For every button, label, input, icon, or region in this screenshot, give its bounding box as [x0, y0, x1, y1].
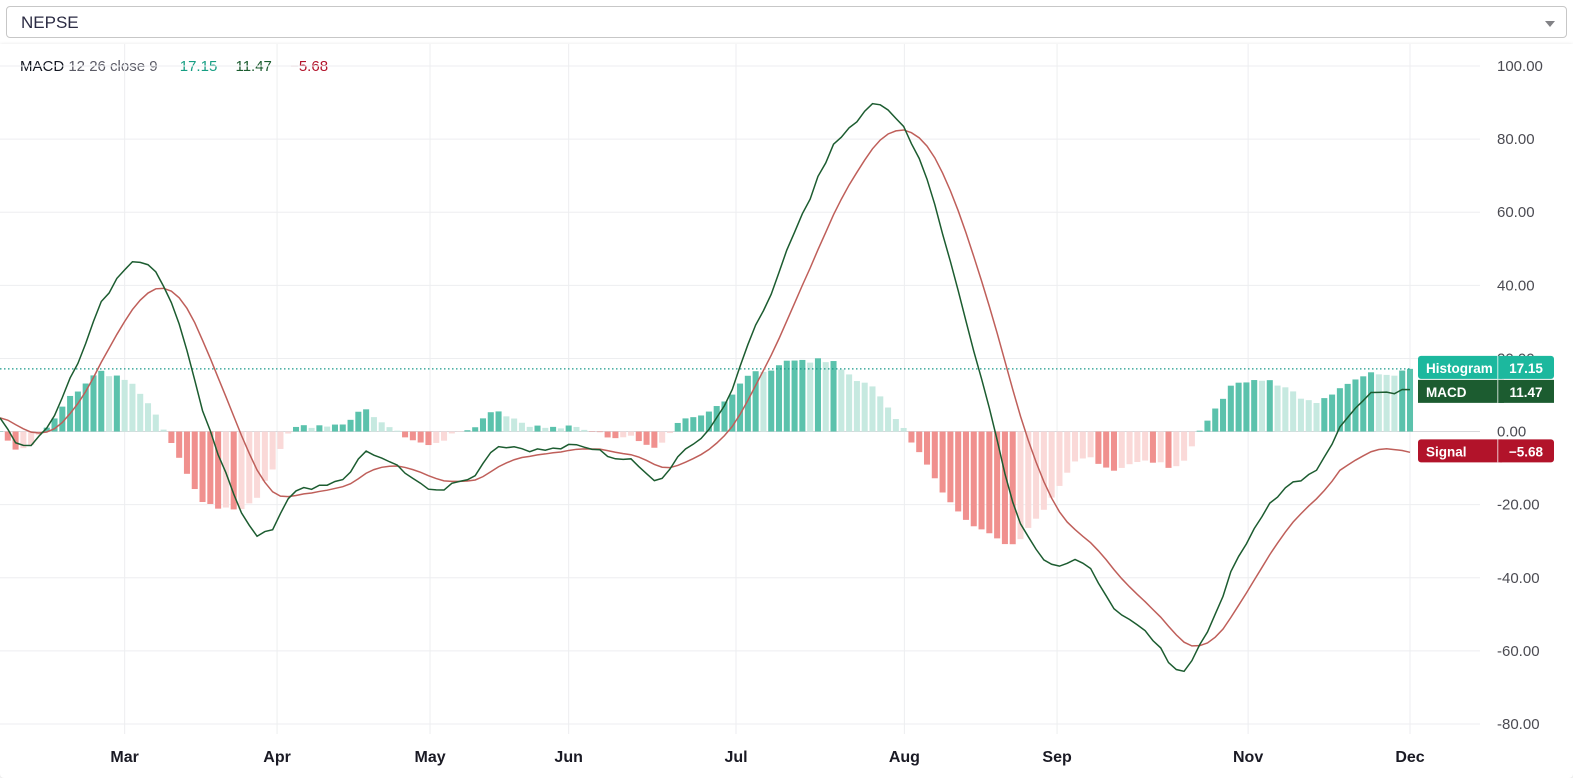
svg-text:Dec: Dec [1395, 749, 1424, 766]
svg-text:80.00: 80.00 [1497, 131, 1535, 148]
svg-text:Apr: Apr [263, 749, 291, 766]
svg-text:May: May [414, 749, 445, 766]
svg-text:100.00: 100.00 [1497, 58, 1543, 75]
svg-text:0.00: 0.00 [1497, 424, 1526, 441]
svg-text:Sep: Sep [1042, 749, 1072, 766]
svg-text:-20.00: -20.00 [1497, 497, 1540, 514]
svg-text:-80.00: -80.00 [1497, 716, 1540, 733]
svg-text:11.47: 11.47 [1509, 385, 1542, 400]
svg-text:−5.68: −5.68 [1509, 444, 1544, 459]
svg-text:-40.00: -40.00 [1497, 570, 1540, 587]
svg-text:Jun: Jun [554, 749, 582, 766]
svg-text:Aug: Aug [889, 749, 920, 766]
svg-text:-60.00: -60.00 [1497, 643, 1540, 660]
svg-text:Nov: Nov [1233, 749, 1263, 766]
svg-text:Jul: Jul [724, 749, 747, 766]
svg-text:60.00: 60.00 [1497, 204, 1535, 221]
svg-text:Mar: Mar [110, 749, 138, 766]
svg-text:40.00: 40.00 [1497, 277, 1535, 294]
svg-text:MACD: MACD [1426, 385, 1467, 400]
svg-text:Histogram: Histogram [1426, 361, 1493, 376]
svg-text:17.15: 17.15 [1509, 361, 1543, 376]
svg-text:Signal: Signal [1426, 444, 1467, 459]
